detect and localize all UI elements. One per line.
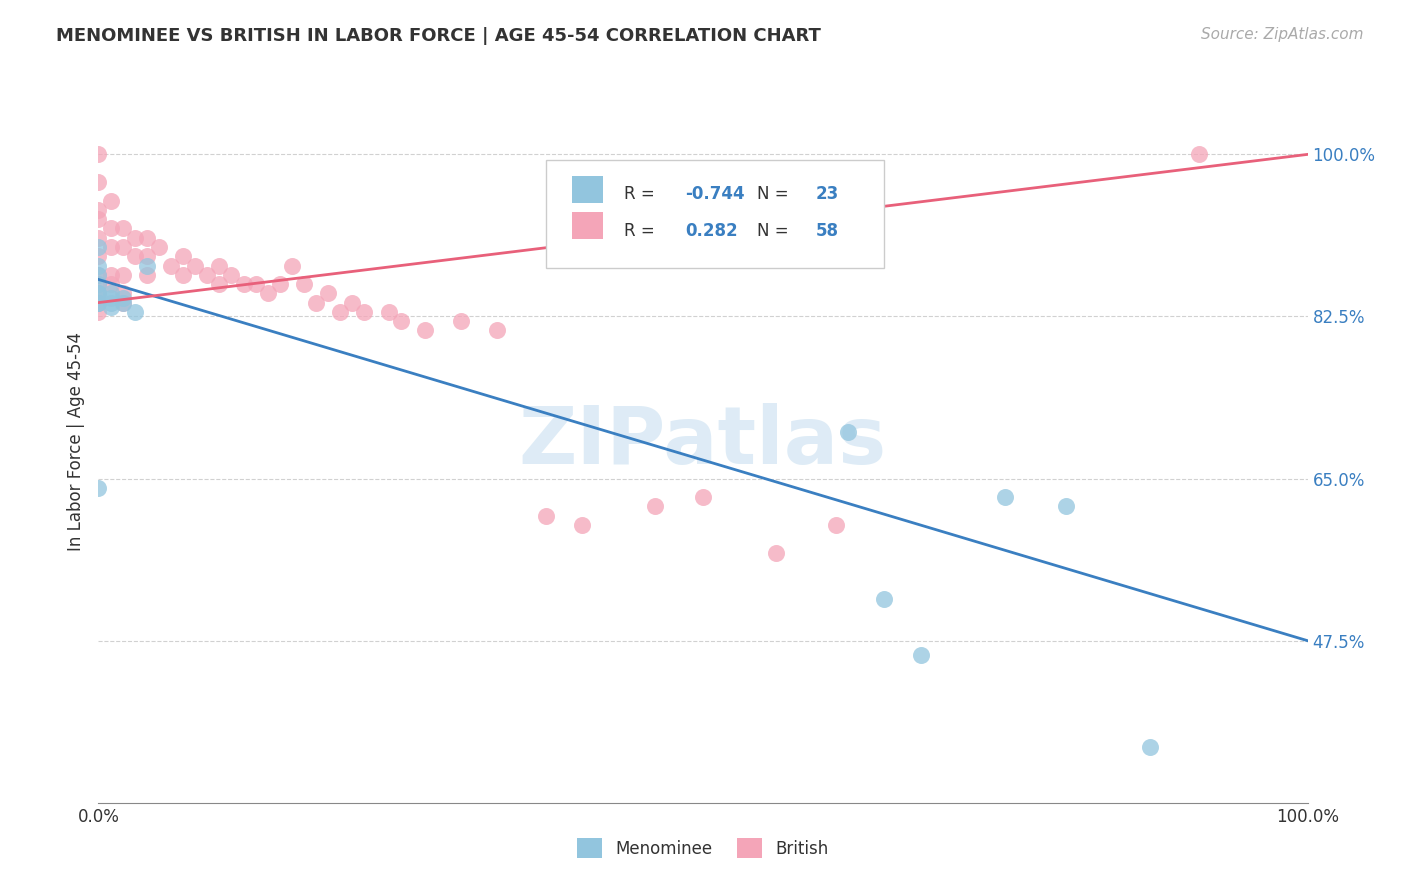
Point bbox=[873, 592, 896, 607]
Point bbox=[87, 277, 110, 291]
Point bbox=[135, 268, 157, 282]
Point bbox=[342, 295, 364, 310]
Point bbox=[87, 202, 110, 217]
Point bbox=[353, 305, 375, 319]
Point bbox=[316, 286, 339, 301]
Text: Source: ZipAtlas.com: Source: ZipAtlas.com bbox=[1201, 27, 1364, 42]
Point bbox=[221, 268, 243, 282]
Point bbox=[87, 295, 110, 310]
Point bbox=[184, 259, 207, 273]
Point bbox=[111, 268, 134, 282]
Point bbox=[111, 221, 134, 235]
Point bbox=[100, 286, 122, 301]
Point bbox=[994, 490, 1017, 504]
Point bbox=[124, 305, 146, 319]
Point bbox=[100, 268, 122, 282]
Text: ZIPatlas: ZIPatlas bbox=[519, 402, 887, 481]
FancyBboxPatch shape bbox=[572, 176, 603, 203]
Point bbox=[1054, 500, 1077, 514]
Point bbox=[534, 508, 557, 523]
Point bbox=[135, 259, 157, 273]
Point bbox=[87, 268, 110, 282]
Point bbox=[111, 291, 134, 305]
Point bbox=[305, 295, 328, 310]
Point bbox=[111, 240, 134, 254]
Text: R =: R = bbox=[624, 186, 661, 203]
Point bbox=[100, 300, 122, 314]
Point bbox=[450, 314, 472, 328]
Y-axis label: In Labor Force | Age 45-54: In Labor Force | Age 45-54 bbox=[66, 332, 84, 551]
Point bbox=[281, 259, 304, 273]
Point bbox=[910, 648, 932, 662]
FancyBboxPatch shape bbox=[572, 212, 603, 239]
Point bbox=[208, 277, 231, 291]
Text: 58: 58 bbox=[815, 221, 838, 240]
Point bbox=[87, 295, 110, 310]
Point bbox=[232, 277, 254, 291]
Point bbox=[135, 231, 157, 245]
Point bbox=[87, 240, 110, 254]
Text: 23: 23 bbox=[815, 186, 839, 203]
Point bbox=[111, 295, 134, 310]
Point bbox=[87, 481, 110, 495]
Point bbox=[195, 268, 218, 282]
Text: 0.282: 0.282 bbox=[685, 221, 738, 240]
Point bbox=[87, 249, 110, 263]
Point bbox=[486, 323, 509, 337]
Point bbox=[124, 249, 146, 263]
Point bbox=[292, 277, 315, 291]
Text: R =: R = bbox=[624, 221, 661, 240]
Point bbox=[172, 268, 194, 282]
Point bbox=[100, 221, 122, 235]
Point bbox=[172, 249, 194, 263]
Point bbox=[413, 323, 436, 337]
Point bbox=[100, 240, 122, 254]
Legend: Menominee, British: Menominee, British bbox=[568, 830, 838, 867]
Point bbox=[87, 277, 110, 291]
Point bbox=[135, 249, 157, 263]
Point bbox=[825, 517, 848, 532]
Point bbox=[100, 194, 122, 208]
Point bbox=[111, 295, 134, 310]
Point bbox=[87, 286, 110, 301]
Point bbox=[1188, 147, 1211, 161]
Point bbox=[87, 259, 110, 273]
Point bbox=[377, 305, 399, 319]
Point bbox=[87, 268, 110, 282]
Point bbox=[389, 314, 412, 328]
Point bbox=[208, 259, 231, 273]
Point bbox=[87, 286, 110, 301]
Point bbox=[837, 425, 859, 440]
Point bbox=[100, 295, 122, 310]
Point bbox=[148, 240, 170, 254]
Text: N =: N = bbox=[758, 221, 794, 240]
Text: MENOMINEE VS BRITISH IN LABOR FORCE | AGE 45-54 CORRELATION CHART: MENOMINEE VS BRITISH IN LABOR FORCE | AG… bbox=[56, 27, 821, 45]
Point bbox=[87, 175, 110, 189]
Point bbox=[329, 305, 352, 319]
Point bbox=[87, 305, 110, 319]
Point bbox=[87, 212, 110, 227]
Point bbox=[245, 277, 267, 291]
Point bbox=[160, 259, 183, 273]
Point bbox=[644, 500, 666, 514]
Text: -0.744: -0.744 bbox=[685, 186, 745, 203]
Point bbox=[111, 286, 134, 301]
Point bbox=[692, 490, 714, 504]
Point bbox=[87, 231, 110, 245]
Point bbox=[87, 147, 110, 161]
Point bbox=[87, 286, 110, 301]
Point bbox=[269, 277, 291, 291]
Point bbox=[256, 286, 278, 301]
Point bbox=[100, 277, 122, 291]
Point bbox=[100, 291, 122, 305]
Text: N =: N = bbox=[758, 186, 794, 203]
FancyBboxPatch shape bbox=[546, 160, 884, 268]
Point bbox=[1139, 740, 1161, 755]
Point bbox=[765, 546, 787, 560]
Point bbox=[87, 295, 110, 310]
Point bbox=[124, 231, 146, 245]
Point bbox=[571, 517, 593, 532]
